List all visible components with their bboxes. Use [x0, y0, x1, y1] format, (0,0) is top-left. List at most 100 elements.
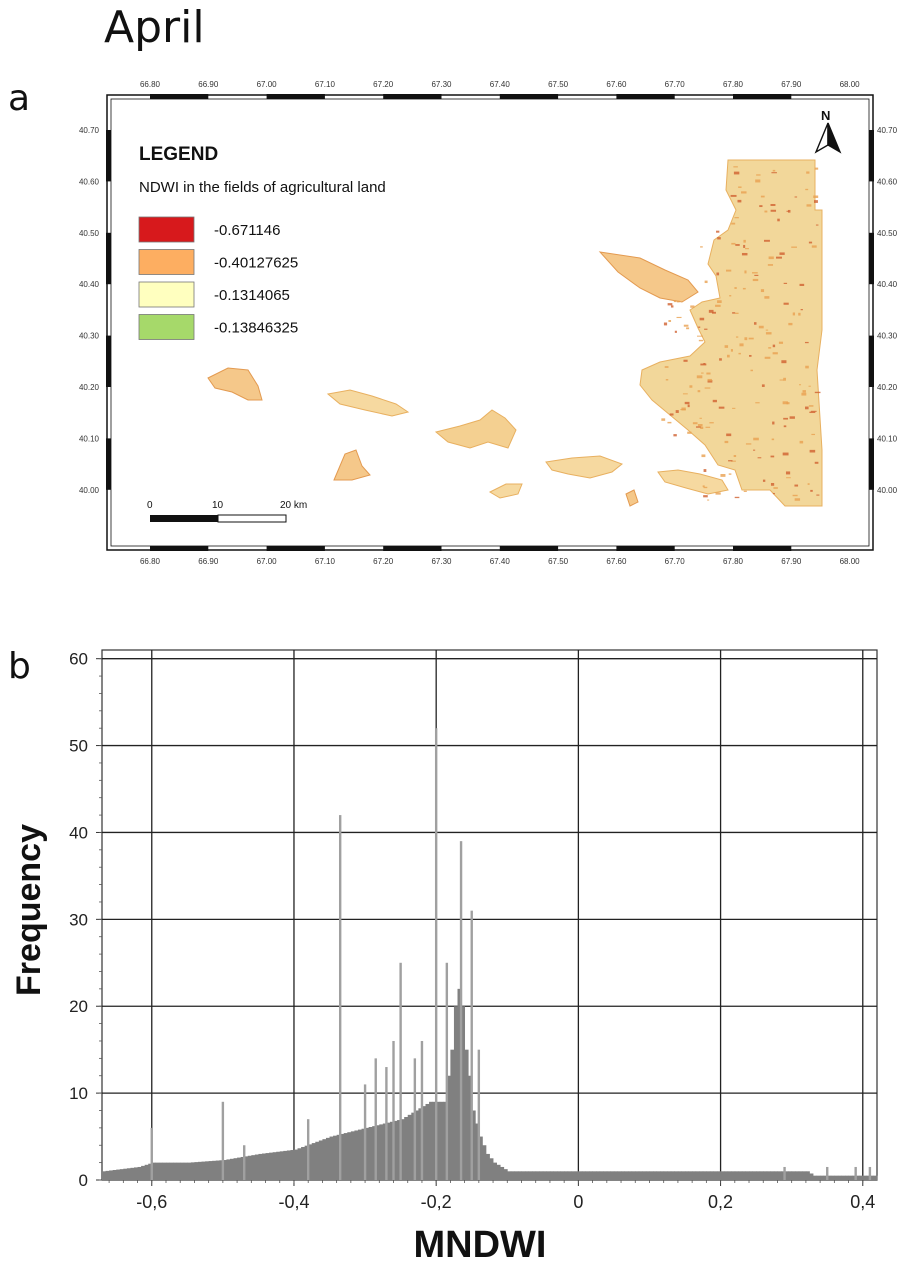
- field-texture: [744, 270, 747, 274]
- frame-segment-right: [869, 438, 874, 490]
- histogram-bar: [549, 1171, 554, 1180]
- lon-tick-label-bottom: 67.40: [490, 557, 511, 566]
- histogram-bar: [827, 1175, 832, 1180]
- field-texture: [703, 495, 708, 498]
- field-texture: [752, 272, 758, 274]
- field-texture: [772, 352, 778, 355]
- histogram-bar: [653, 1171, 657, 1180]
- histogram-bar: [496, 1164, 501, 1180]
- field-texture: [808, 405, 814, 407]
- histogram-bar: [660, 1171, 665, 1180]
- field-texture: [728, 473, 732, 475]
- lat-tick-label-right: 40.20: [877, 383, 898, 392]
- field-texture: [755, 402, 760, 404]
- field-texture: [778, 341, 784, 344]
- lat-tick-label-left: 40.40: [79, 280, 100, 289]
- field-texture: [738, 186, 742, 188]
- field-texture: [808, 385, 811, 387]
- field-texture: [702, 485, 705, 488]
- histogram-bar: [617, 1171, 622, 1180]
- histogram-bar: [407, 1114, 412, 1180]
- north-arrow-icon-dark: [827, 122, 842, 154]
- field-texture: [728, 460, 733, 462]
- field-texture: [741, 252, 748, 256]
- histogram-bar: [109, 1170, 114, 1180]
- histogram-bar: [354, 1130, 359, 1180]
- histogram-bar: [368, 1127, 373, 1180]
- histogram-bar: [418, 1108, 423, 1180]
- field-texture: [744, 248, 749, 250]
- histogram-bar: [574, 1171, 579, 1180]
- lon-tick-label-top: 68.00: [840, 80, 861, 89]
- field-patch-2: [326, 389, 410, 417]
- histogram-bar: [539, 1171, 544, 1180]
- histogram-bar: [692, 1171, 697, 1180]
- field-texture: [718, 406, 725, 409]
- field-texture: [810, 489, 813, 492]
- field-texture: [738, 352, 741, 355]
- field-texture: [768, 347, 772, 349]
- histogram-spike: [434, 728, 438, 1180]
- lat-tick-label-right: 40.50: [877, 229, 898, 238]
- field-texture: [719, 358, 722, 361]
- histogram-bar: [347, 1132, 352, 1180]
- histogram-bar: [244, 1156, 249, 1180]
- field-texture: [667, 421, 672, 424]
- histogram-spike: [306, 1119, 310, 1180]
- x-tick-label: -0,2: [421, 1192, 452, 1212]
- histogram-bar: [173, 1162, 178, 1180]
- lon-tick-label-top: 67.20: [373, 80, 394, 89]
- histogram-bar: [542, 1171, 547, 1180]
- histogram-bar: [816, 1175, 821, 1180]
- histogram-bar: [389, 1121, 394, 1180]
- histogram-bar: [137, 1166, 142, 1180]
- field-texture: [711, 311, 716, 314]
- field-texture: [792, 312, 796, 316]
- lon-tick-label-top: 67.60: [606, 80, 627, 89]
- field-texture: [715, 492, 721, 495]
- histogram-bar: [535, 1171, 540, 1180]
- lat-tick-label-left: 40.30: [79, 332, 100, 341]
- histogram-bar: [397, 1120, 402, 1180]
- histogram-bar: [247, 1155, 252, 1180]
- histogram-bar: [144, 1164, 149, 1180]
- field-texture: [811, 433, 816, 436]
- histogram-bar: [837, 1175, 842, 1180]
- field-texture: [729, 295, 732, 297]
- histogram-bar: [514, 1171, 519, 1180]
- north-arrow: N: [814, 108, 842, 154]
- histogram-bar: [162, 1162, 167, 1180]
- field-texture: [804, 341, 809, 344]
- histogram-bar: [734, 1171, 739, 1180]
- histogram-bar: [656, 1171, 661, 1180]
- field-texture: [717, 300, 722, 304]
- field-texture: [687, 404, 690, 408]
- field-texture: [814, 391, 821, 394]
- histogram-bar: [869, 1175, 874, 1180]
- histogram-bar: [713, 1171, 718, 1180]
- histogram-bar: [500, 1166, 505, 1180]
- field-texture: [724, 345, 729, 348]
- lat-tick-label-right: 40.00: [877, 486, 898, 495]
- histogram-bar: [507, 1171, 512, 1180]
- field-texture: [739, 343, 744, 347]
- field-texture: [805, 188, 809, 191]
- histogram-bar: [510, 1171, 515, 1180]
- y-tick-label: 30: [69, 910, 88, 929]
- field-patch-8: [625, 489, 639, 507]
- field-texture: [698, 339, 704, 342]
- lat-tick-label-left: 40.70: [79, 126, 100, 135]
- field-texture: [676, 300, 680, 303]
- histogram-spike: [868, 1166, 872, 1180]
- histogram-bar: [322, 1139, 327, 1180]
- histogram-bar: [471, 1110, 476, 1180]
- histogram-bar: [855, 1175, 860, 1180]
- histogram-bar: [133, 1167, 138, 1180]
- lat-tick-label-right: 40.70: [877, 126, 898, 135]
- histogram-bar: [119, 1169, 124, 1180]
- field-texture: [707, 378, 712, 382]
- frame-segment-left: [106, 232, 111, 285]
- y-axis-label: Frequency: [10, 824, 48, 996]
- field-patch-east: [639, 159, 823, 507]
- histogram-bar: [724, 1171, 729, 1180]
